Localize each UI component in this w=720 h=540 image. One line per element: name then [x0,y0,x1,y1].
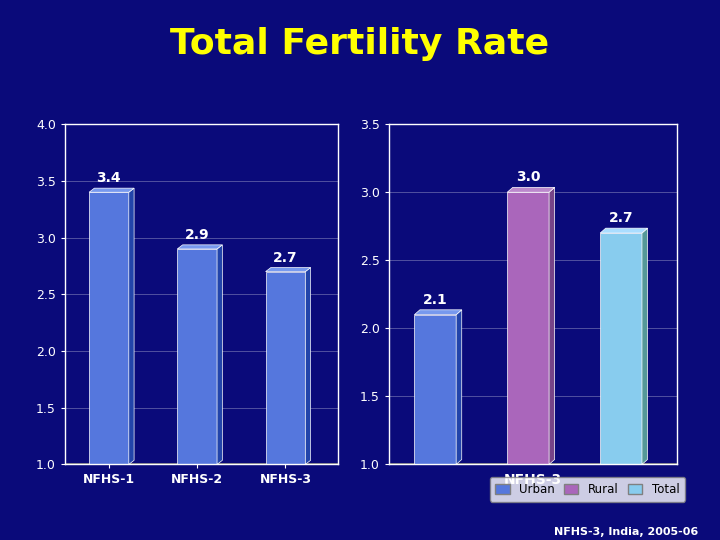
Polygon shape [177,249,217,464]
Polygon shape [456,310,462,464]
Text: 2.9: 2.9 [185,228,210,242]
Polygon shape [266,272,305,464]
Polygon shape [600,233,642,464]
Legend: Urban, Rural, Total: Urban, Rural, Total [490,477,685,502]
Polygon shape [508,192,549,464]
Text: 2.7: 2.7 [273,251,298,265]
Text: 2.1: 2.1 [423,293,448,307]
Polygon shape [508,187,554,192]
Text: Total Fertility Rate: Total Fertility Rate [171,27,549,61]
Text: 3.0: 3.0 [516,170,541,184]
Polygon shape [177,245,222,249]
Polygon shape [642,228,647,464]
Polygon shape [217,245,222,464]
Polygon shape [600,228,647,233]
Polygon shape [89,188,134,192]
Polygon shape [266,267,310,272]
Polygon shape [305,267,310,464]
X-axis label: NFHS-3: NFHS-3 [504,472,562,487]
Polygon shape [129,188,134,464]
Polygon shape [549,187,554,464]
Text: 2.7: 2.7 [608,211,634,225]
Text: 3.4: 3.4 [96,171,121,185]
Polygon shape [89,192,129,464]
Polygon shape [414,315,456,464]
Text: NFHS-3, India, 2005-06: NFHS-3, India, 2005-06 [554,527,698,537]
Polygon shape [414,310,462,315]
